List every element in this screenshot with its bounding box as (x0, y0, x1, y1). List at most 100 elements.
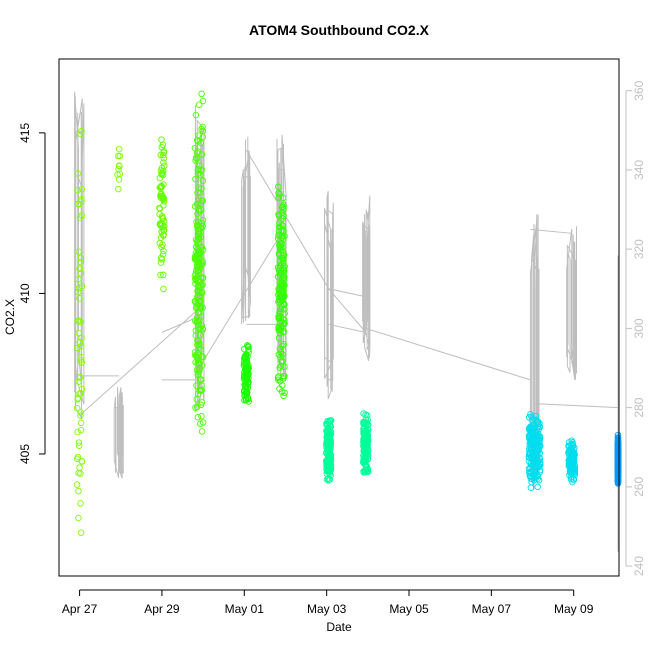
co2-point (193, 274, 200, 282)
co2-point (196, 344, 203, 351)
co2-point (156, 174, 164, 182)
secondary-burst-5 (324, 191, 334, 400)
co2-point (158, 256, 166, 263)
secondary-connector-5 (198, 233, 282, 369)
co2-point (280, 255, 287, 262)
co2-point (78, 354, 85, 361)
co2-point (193, 155, 201, 162)
co2-point (76, 464, 83, 471)
co2-point (363, 433, 371, 440)
co2-point (74, 395, 81, 403)
co2-point (275, 324, 283, 332)
co2-point (199, 274, 207, 282)
y2-tick-label-0: 240 (632, 556, 646, 576)
co2-point (280, 372, 287, 380)
co2-point (614, 454, 622, 462)
co2-point (199, 326, 207, 333)
co2-point (77, 412, 84, 419)
co2-point (281, 363, 288, 371)
plot-frame (58, 58, 620, 577)
co2-point (275, 298, 282, 306)
co2-point (530, 442, 537, 450)
co2-point (327, 455, 334, 462)
co2-point (157, 259, 165, 266)
co2-point (199, 127, 207, 135)
co2-point (526, 469, 534, 477)
co2-point (160, 151, 167, 159)
co2-point (193, 352, 200, 360)
y2-tick-label-1: 260 (632, 477, 646, 497)
co2-point (77, 258, 84, 266)
co2-point (195, 234, 203, 241)
co2-point (157, 271, 164, 279)
co2-point (569, 461, 577, 468)
co2-point (199, 97, 207, 105)
co2-point (567, 445, 575, 453)
co2-point (534, 483, 541, 491)
co2-point (74, 453, 82, 461)
co2-point (78, 342, 85, 350)
co2-point (327, 417, 335, 424)
co2-point (279, 194, 287, 202)
co2-point (78, 334, 85, 342)
co2-point (195, 325, 203, 333)
co2-point (276, 191, 283, 198)
co2-point (277, 354, 284, 361)
co2-point (74, 170, 82, 177)
co2-point (565, 460, 573, 468)
co2-point (526, 449, 534, 457)
co2-point (160, 227, 167, 234)
co2-point (280, 212, 287, 220)
co2-point (276, 287, 283, 294)
co2-point (78, 212, 85, 219)
co2-point (534, 472, 542, 480)
co2-point (195, 340, 203, 347)
co2-point (242, 353, 249, 361)
co2-point (196, 386, 203, 394)
co2-point (276, 309, 283, 316)
co2-point (156, 205, 164, 212)
co2-point (614, 437, 622, 445)
co2-point (278, 303, 286, 310)
co2-point (362, 446, 369, 454)
co2-point (281, 263, 288, 270)
co2-point (196, 359, 203, 367)
co2-point (527, 484, 535, 491)
co2-point (199, 419, 207, 426)
co2-point (159, 215, 167, 222)
co2-point (199, 257, 206, 265)
co2-point (76, 265, 83, 272)
co2-point (73, 481, 81, 488)
co2-point (530, 426, 537, 433)
co2-point (279, 357, 286, 365)
co2-point (116, 162, 123, 170)
co2-point (77, 409, 84, 416)
y-tick-label-1: 410 (18, 283, 32, 303)
co2-point (277, 263, 285, 270)
co2-point (196, 208, 204, 215)
chart-title: ATOM4 Southbound CO2.X (249, 22, 430, 38)
co2-point (360, 468, 367, 475)
axes: Apr 27 Apr 29 May 01 May 03 May 05 May 07 May … (18, 80, 646, 615)
co2-point (276, 240, 284, 247)
co2-point (114, 171, 121, 178)
co2-point (198, 399, 206, 406)
co2-point (277, 349, 285, 356)
y2-tick-label-5: 340 (632, 160, 646, 180)
co2-point (363, 443, 371, 450)
co2-point (158, 228, 166, 236)
co2-point (275, 189, 282, 197)
co2-point (197, 167, 205, 174)
secondary-connector-12 (534, 403, 619, 409)
co2-point (280, 201, 287, 209)
co2-point (158, 243, 165, 251)
co2-point (525, 446, 533, 453)
co2-point (571, 467, 579, 475)
co2-point (193, 403, 201, 411)
co2-point (77, 529, 85, 536)
co2-point (160, 285, 167, 293)
y2-tick-label-3: 300 (632, 318, 646, 338)
co2-point (535, 430, 542, 438)
co2-point (158, 182, 165, 190)
secondary-burst-0 (74, 91, 85, 421)
